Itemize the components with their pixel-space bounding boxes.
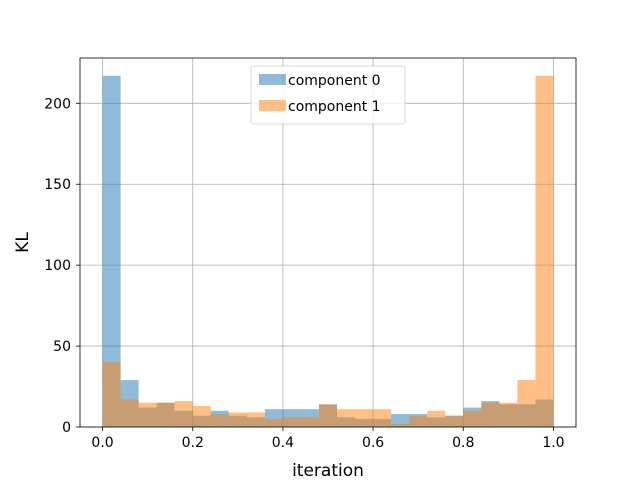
histogram-bar	[228, 412, 247, 427]
legend-label: component 0	[288, 73, 381, 89]
y-tick-label: 150	[44, 177, 71, 193]
x-tick-label: 0.2	[182, 435, 204, 451]
y-tick-label: 200	[44, 96, 71, 112]
legend-swatch	[259, 74, 286, 85]
histogram-bar	[481, 402, 500, 427]
histogram-bar	[300, 417, 319, 427]
histogram-bar	[102, 362, 121, 427]
histogram-bar	[282, 417, 301, 427]
histogram-bar	[174, 401, 193, 427]
x-tick-label: 0.8	[452, 435, 474, 451]
x-tick-label: 0.6	[362, 435, 384, 451]
histogram-bar	[355, 409, 374, 427]
histogram-bar	[427, 410, 446, 427]
histogram-bar	[373, 409, 392, 427]
histogram-bar	[517, 380, 536, 427]
histogram-bar	[192, 405, 211, 427]
y-tick-label: 50	[53, 339, 71, 355]
x-tick-label: 1.0	[542, 435, 564, 451]
plot-frame	[79, 57, 577, 428]
histogram-bar	[535, 75, 554, 427]
histogram-bar	[264, 418, 283, 427]
histogram-bar	[499, 402, 518, 427]
histogram-bar	[463, 410, 482, 427]
x-tick-label: 0.0	[91, 435, 113, 451]
x-tick-label: 0.4	[272, 435, 294, 451]
histogram-bar	[102, 75, 121, 427]
legend: component 0 component 1	[250, 65, 406, 125]
x-axis-ticks: 0.0 0.2 0.4 0.6 0.8 1.0	[91, 427, 565, 451]
x-axis-label: iteration	[292, 461, 364, 480]
series-0-bars	[102, 75, 554, 427]
histogram-bar	[445, 415, 464, 427]
histogram-bar	[318, 404, 338, 427]
histogram-bar	[156, 402, 175, 427]
y-tick-label: 0	[62, 420, 71, 436]
legend-box	[250, 65, 406, 125]
histogram-bar	[409, 415, 428, 427]
histogram-bar	[210, 414, 229, 427]
series-1-bars	[102, 75, 554, 427]
histogram-bars	[102, 75, 554, 427]
y-tick-label: 100	[44, 258, 71, 274]
legend-label: component 1	[288, 99, 381, 115]
legend-swatch	[259, 100, 286, 111]
y-axis-label: KL	[13, 232, 33, 253]
histogram-bar	[391, 423, 410, 427]
histogram-bar	[337, 409, 356, 427]
histogram-bar	[246, 412, 265, 427]
histogram-bar	[138, 402, 157, 427]
histogram-bar	[120, 399, 139, 427]
y-axis-ticks: 0 50 100 150 200	[44, 96, 80, 436]
